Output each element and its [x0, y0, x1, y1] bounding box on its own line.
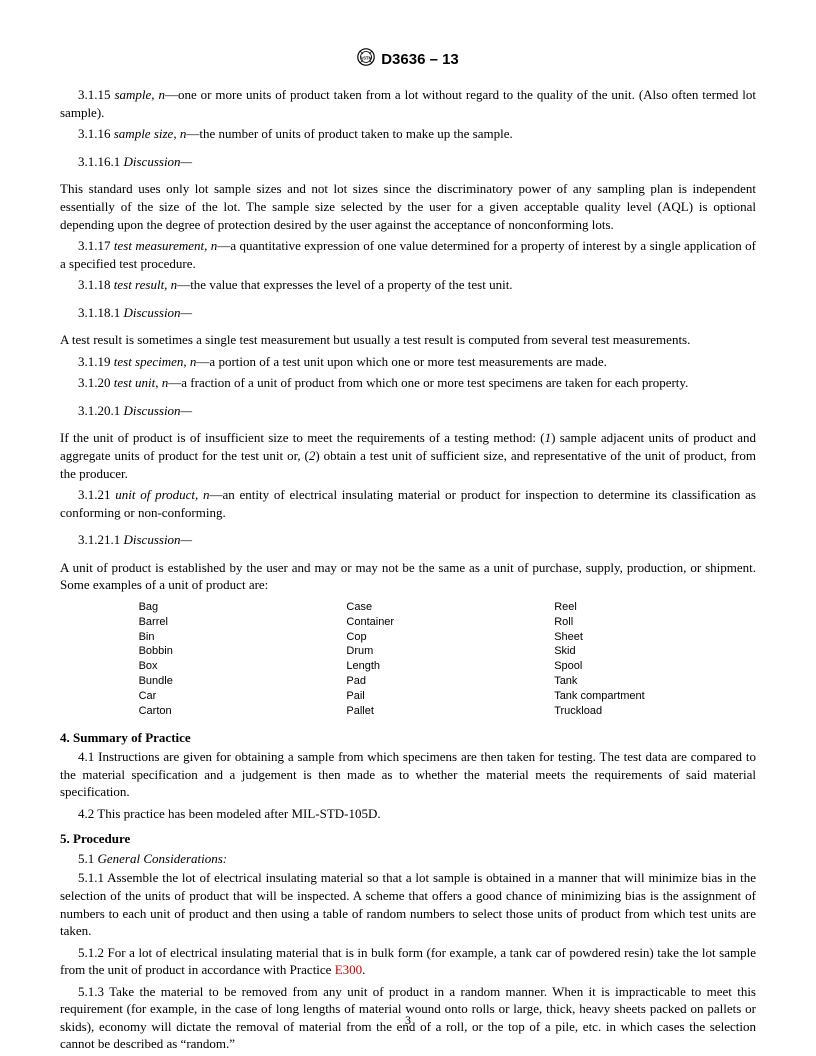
def-3-1-17: 3.1.17 test measurement, n—a quantitativ… [60, 237, 756, 272]
table-cell: Tank compartment [554, 689, 748, 704]
discussion-3-1-20-1-label: 3.1.20.1 Discussion— [60, 402, 756, 420]
table-cell: Truckload [554, 704, 748, 719]
unit-of-product-table: Bag Barrel Bin Bobbin Box Bundle Car Car… [60, 598, 756, 721]
table-cell: Reel [554, 600, 748, 615]
table-cell: Box [139, 659, 333, 674]
table-cell: Bin [139, 630, 333, 645]
discussion-3-1-18-1-body: A test result is sometimes a single test… [60, 331, 756, 349]
discussion-3-1-21-1-label: 3.1.21.1 Discussion— [60, 531, 756, 549]
svg-text:ASTM: ASTM [360, 56, 372, 61]
table-cell: Pail [346, 689, 540, 704]
table-cell: Bundle [139, 674, 333, 689]
table-cell: Car [139, 689, 333, 704]
discussion-3-1-16-1-label: 3.1.16.1 Discussion— [60, 153, 756, 171]
def-3-1-15: 3.1.15 sample, n—one or more units of pr… [60, 86, 756, 121]
table-cell: Spool [554, 659, 748, 674]
para-5-1-1: 5.1.1 Assemble the lot of electrical ins… [60, 869, 756, 939]
def-3-1-21: 3.1.21 unit of product, n—an entity of e… [60, 486, 756, 521]
table-cell: Bobbin [139, 644, 333, 659]
table-cell: Barrel [139, 615, 333, 630]
discussion-3-1-21-1-body: A unit of product is established by the … [60, 559, 756, 594]
table-cell: Cop [346, 630, 540, 645]
def-3-1-16: 3.1.16 sample size, n—the number of unit… [60, 125, 756, 143]
table-cell: Pad [346, 674, 540, 689]
document-header: ASTM D3636 – 13 [60, 48, 756, 72]
def-3-1-20: 3.1.20 test unit, n—a fraction of a unit… [60, 374, 756, 392]
section-5-head: 5. Procedure [60, 830, 756, 848]
discussion-3-1-16-1-body: This standard uses only lot sample sizes… [60, 180, 756, 233]
table-cell: Container [346, 615, 540, 630]
discussion-3-1-20-1-body: If the unit of product is of insufficien… [60, 429, 756, 482]
para-5-1-2: 5.1.2 For a lot of electrical insulating… [60, 944, 756, 979]
table-cell: Skid [554, 644, 748, 659]
designation-number: D3636 – 13 [381, 51, 459, 68]
table-col-2: Case Container Cop Drum Length Pad Pail … [340, 600, 546, 719]
section-4-head: 4. Summary of Practice [60, 729, 756, 747]
table-cell: Length [346, 659, 540, 674]
table-cell: Roll [554, 615, 748, 630]
def-3-1-19: 3.1.19 test specimen, n—a portion of a t… [60, 353, 756, 371]
para-5-1-label: 5.1 General Considerations: [60, 850, 756, 868]
table-col-1: Bag Barrel Bin Bobbin Box Bundle Car Car… [133, 600, 339, 719]
def-3-1-18: 3.1.18 test result, n—the value that exp… [60, 276, 756, 294]
table-cell: Tank [554, 674, 748, 689]
link-e300[interactable]: E300 [335, 962, 362, 977]
page-container: ASTM D3636 – 13 3.1.15 sample, n—one or … [0, 0, 816, 1056]
table-cell: Carton [139, 704, 333, 719]
table-cell: Bag [139, 600, 333, 615]
page-number: 3 [0, 1012, 816, 1028]
table-cell: Pallet [346, 704, 540, 719]
discussion-3-1-18-1-label: 3.1.18.1 Discussion— [60, 304, 756, 322]
table-col-3: Reel Roll Sheet Skid Spool Tank Tank com… [548, 600, 754, 719]
table-cell: Case [346, 600, 540, 615]
para-5-1-2-b: . [362, 962, 365, 977]
para-5-1-2-a: 5.1.2 For a lot of electrical insulating… [60, 945, 756, 978]
para-4-2: 4.2 This practice has been modeled after… [60, 805, 756, 823]
table-cell: Drum [346, 644, 540, 659]
table-cell: Sheet [554, 630, 748, 645]
para-4-1: 4.1 Instructions are given for obtaining… [60, 748, 756, 801]
astm-logo: ASTM [357, 48, 375, 72]
